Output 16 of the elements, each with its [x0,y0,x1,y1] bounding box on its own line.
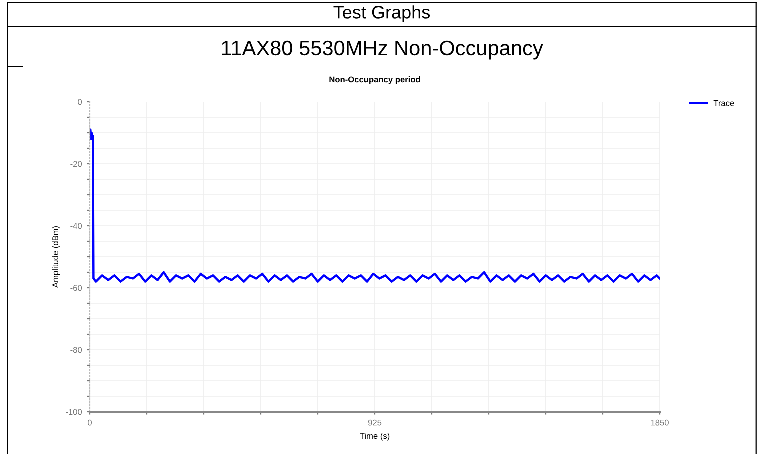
x-axis-title: Time (s) [360,432,390,441]
y-tick-label: 0 [78,99,82,106]
text: Test Graphs [334,6,430,22]
legend-label: Trace [714,100,734,106]
y-axis-title: Amplitude (dBm) [52,226,60,288]
x-tick-label: 1850 [651,420,669,426]
y-tick-label: -100 [66,409,82,416]
y-tick-label: -80 [70,347,82,354]
y-tick-label: -20 [70,161,82,168]
x-tick-label: 925 [368,420,382,426]
y-tick-label: -60 [70,285,82,292]
x-tick-label: 0 [88,420,92,426]
line-series [90,128,660,283]
chart-subtitle: 11AX80 5530MHz Non-Occupancy [222,40,544,60]
y-tick-label: -40 [70,223,82,230]
chart-title: Non-Occupancy period [330,76,420,84]
